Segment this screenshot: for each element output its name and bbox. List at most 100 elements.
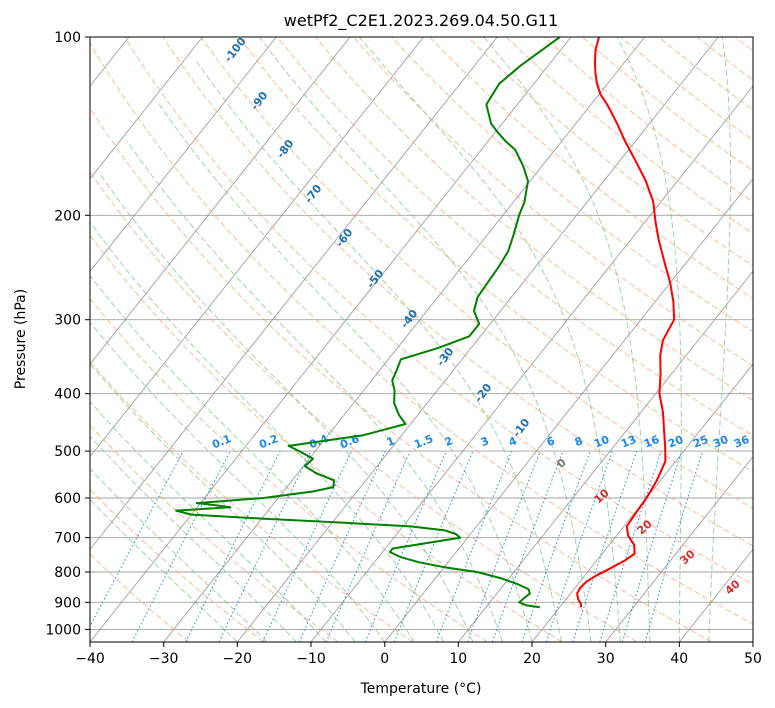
y-tick-label: 200: [54, 208, 81, 224]
mixing-ratio-line: [599, 450, 662, 642]
x-tick-label: −30: [149, 651, 179, 667]
mixing-ratio-line: [491, 450, 564, 642]
isotherm-line: [90, 37, 203, 180]
mixing-ratio-line: [572, 450, 638, 642]
mixing-ratio-label: 2: [443, 434, 455, 449]
mixing-ratio-line: [466, 450, 541, 642]
mixing-ratio-label: 1: [385, 434, 397, 449]
moist-adiabat-line: [90, 467, 268, 642]
mixing-ratio-line: [545, 450, 614, 642]
moist-adiabat-line: [90, 498, 238, 642]
moist-adiabat-line: [90, 400, 327, 642]
mixing-ratio-label: 36: [732, 433, 751, 451]
sounding-profiles: [175, 37, 676, 609]
mixing-ratio-label: 10: [592, 433, 611, 451]
moist-adiabat-line: [90, 363, 356, 642]
isotherm-line: [236, 37, 719, 642]
mixing-ratio-label: 13: [619, 433, 638, 451]
dry-adiabat-line: [90, 360, 414, 642]
moist-adiabat-line: [90, 221, 445, 642]
dry-adiabat-line: [200, 37, 753, 509]
dry-adiabat-line: [90, 171, 638, 642]
dry-adiabat-line: [90, 553, 190, 642]
dry-adiabat-line: [315, 37, 753, 401]
y-tick-label: 900: [54, 595, 81, 611]
mixing-ratio-line: [298, 450, 386, 642]
plot-frame: [89, 36, 754, 643]
isotherm-line: [163, 37, 645, 642]
dry-adiabat-line: [90, 107, 712, 642]
chart-title: wetPf2_C2E1.2023.269.04.50.G11: [284, 11, 558, 31]
isotherm-line: [90, 37, 277, 273]
x-tick-label: 10: [449, 651, 467, 667]
isotherm-line: [384, 177, 753, 642]
x-tick-label: 0: [380, 651, 389, 667]
y-tick-label: 1000: [45, 622, 81, 638]
mixing-ratio-line: [644, 450, 704, 642]
mixing-ratio-line: [521, 450, 591, 642]
isotherm-line: [531, 363, 753, 642]
moist-adiabat-line: [158, 104, 533, 642]
background-lines: [90, 37, 753, 642]
y-tick-label: 600: [54, 491, 81, 507]
x-tick-label: 20: [523, 651, 541, 667]
moist-adiabat-line: [196, 61, 562, 642]
x-tick-label: 50: [744, 651, 762, 667]
y-tick-label: 800: [54, 565, 81, 581]
y-tick-label: 700: [54, 531, 81, 547]
x-tick-label: −10: [296, 651, 326, 667]
y-tick-label: 500: [54, 444, 81, 460]
plot-area: [90, 37, 753, 642]
isotherm-line: [752, 641, 753, 642]
dry-adiabat-line: [162, 37, 753, 547]
isotherm-line: [90, 37, 424, 458]
dry-adiabat-line: [90, 234, 563, 642]
mixing-ratio-label: 20: [666, 433, 685, 451]
mixing-ratio-line: [325, 450, 411, 642]
y-tick-label: 400: [54, 387, 81, 403]
moist-adiabat-line: [483, 37, 651, 642]
mixing-ratio-label: 8: [573, 434, 585, 449]
moist-adiabat-line: [126, 141, 503, 642]
isotherm-line: [90, 37, 572, 642]
y-axis-label: Pressure (hPa): [13, 289, 29, 389]
dry-adiabat-line: [90, 488, 264, 642]
moist-adiabat-line: [90, 435, 297, 642]
moist-adiabat-line: [359, 37, 621, 642]
dry-adiabat-line: [90, 42, 753, 625]
isotherm-line: [90, 37, 498, 551]
mixing-ratio-label: 30: [711, 433, 730, 451]
dewpoint-profile-line: [175, 37, 561, 609]
dry-adiabat-line: [90, 297, 488, 642]
mixing-ratio-label: 3: [479, 434, 491, 449]
moist-adiabat-line: [259, 37, 592, 642]
mixing-ratio-line: [90, 450, 184, 628]
x-tick-label: 30: [597, 651, 615, 667]
dry-adiabat-line: [391, 37, 753, 333]
temperature-profile-line: [576, 37, 676, 608]
y-tick-label: 300: [54, 313, 81, 329]
y-tick-label: 100: [54, 30, 81, 46]
x-axis-label: Temperature (°C): [360, 681, 482, 697]
dry-adiabat-line: [90, 424, 339, 642]
moist-adiabat-line: [90, 321, 386, 642]
moist-adiabat-line: [90, 274, 415, 642]
mixing-ratio-line: [621, 450, 683, 642]
mixing-ratio-label: 25: [691, 433, 710, 451]
mixing-ratio-label: 16: [642, 433, 661, 451]
mixing-ratio-line: [185, 450, 281, 642]
moist-adiabat-line: [616, 37, 682, 642]
isotherm-line: [90, 37, 351, 365]
mixing-ratio-line: [364, 450, 447, 642]
x-tick-label: −20: [223, 651, 253, 667]
x-tick-label: 40: [670, 651, 688, 667]
dry-adiabat-line: [124, 37, 753, 586]
dry-adiabat-line: [276, 37, 753, 437]
x-tick-label: −40: [75, 651, 105, 667]
axes: −40 −30 −20 −10 0 10 20 30 40 50 100 200 300 400 500 60…: [45, 30, 762, 667]
isotherm-line: [605, 455, 753, 642]
moist-adiabat-line: [99, 173, 474, 642]
mixing-ratio-line: [435, 450, 513, 642]
moist-adiabat-line: [708, 37, 732, 642]
